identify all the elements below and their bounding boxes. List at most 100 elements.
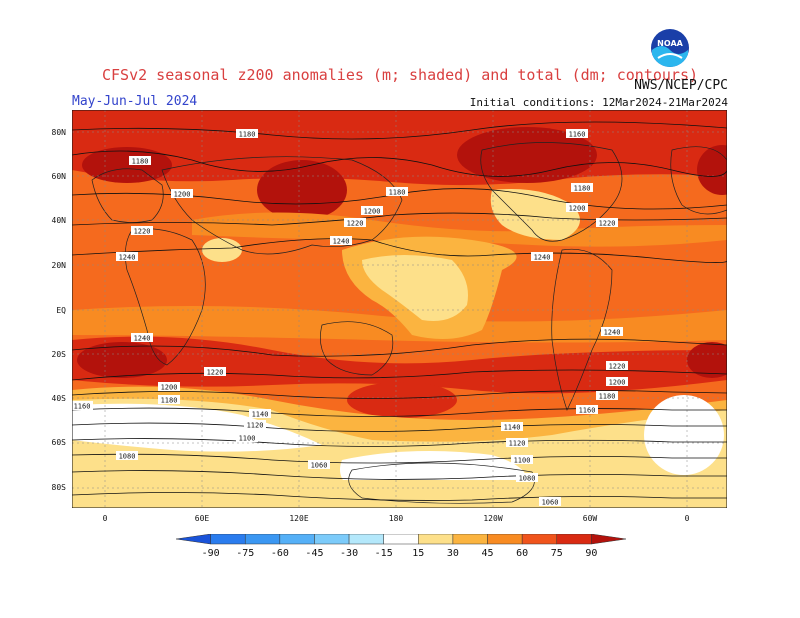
svg-text:1220: 1220	[347, 220, 364, 228]
contour-label: 1180	[129, 156, 151, 166]
europe-east-outline	[670, 146, 727, 215]
contour-label: 1200	[361, 206, 383, 216]
colorbar-tick-label: 60	[516, 548, 529, 559]
lon-label: 0	[684, 514, 690, 523]
contour-label: 1160	[566, 129, 588, 139]
lat-label: 80N	[51, 128, 66, 137]
lat-label: 80S	[51, 483, 66, 492]
colorbar	[176, 534, 626, 545]
contour-label: 1080	[116, 451, 138, 461]
colorbar-tick-label: 30	[446, 548, 459, 559]
svg-text:1080: 1080	[119, 453, 136, 461]
colorbar-swatch	[383, 534, 419, 545]
svg-text:1080: 1080	[519, 475, 536, 483]
antarctica-outline	[348, 462, 535, 504]
lat-label: 60N	[51, 172, 66, 181]
contour-label: 1220	[131, 226, 153, 236]
colorbar-tick-label: 90	[585, 548, 598, 559]
svg-text:1120: 1120	[247, 422, 264, 430]
colorbar-tick-label: 45	[481, 548, 494, 559]
colorbar-tick-label: -45	[305, 548, 324, 559]
svg-text:1100: 1100	[514, 457, 531, 465]
season-label: May-Jun-Jul 2024	[72, 94, 198, 109]
svg-text:1180: 1180	[599, 393, 616, 401]
australia-outline	[320, 321, 394, 376]
contour-label: 1180	[596, 391, 618, 401]
contour-label: 1120	[506, 438, 528, 448]
anomaly-neutral-region	[644, 395, 724, 475]
contour-label: 1240	[116, 252, 138, 262]
contour-label: 1200	[158, 382, 180, 392]
south-america-outline	[551, 248, 613, 411]
svg-text:1180: 1180	[389, 189, 406, 197]
svg-text:1160: 1160	[579, 407, 596, 415]
lat-label: 20S	[51, 350, 66, 359]
anomaly-core	[687, 342, 727, 378]
svg-text:1240: 1240	[604, 329, 621, 337]
noaa-logo: NOAA	[651, 29, 689, 67]
contour-label: 1140	[249, 409, 271, 419]
lat-label: 20N	[51, 261, 66, 270]
colorbar-tick-label: -90	[201, 548, 220, 559]
contour-label: 1180	[158, 395, 180, 405]
svg-text:1200: 1200	[174, 191, 191, 199]
svg-text:1220: 1220	[134, 228, 151, 236]
contour-label: 1240	[131, 333, 153, 343]
height-contours	[72, 121, 727, 501]
colorbar-swatch	[176, 534, 211, 545]
contour-labels: 1180118012001220124012201200118011601180…	[72, 129, 628, 507]
contour-label: 1060	[308, 460, 330, 470]
colorbar-swatch	[452, 534, 488, 545]
svg-text:1180: 1180	[574, 185, 591, 193]
svg-text:1160: 1160	[74, 403, 91, 411]
contour-label: 1140	[501, 422, 523, 432]
svg-text:1140: 1140	[252, 411, 269, 419]
svg-text:1220: 1220	[207, 369, 224, 377]
svg-text:1180: 1180	[161, 397, 178, 405]
colorbar-tick-label: 15	[412, 548, 425, 559]
contour-label: 1200	[566, 203, 588, 213]
contour-label: 1160	[72, 401, 93, 411]
contour-label: 1120	[244, 420, 266, 430]
anomaly-core	[457, 127, 597, 183]
contour-label: 1100	[236, 433, 258, 443]
colorbar-swatch	[348, 534, 384, 545]
svg-text:1120: 1120	[509, 440, 526, 448]
svg-text:1200: 1200	[569, 205, 586, 213]
lon-label: 180	[388, 514, 404, 523]
svg-text:1060: 1060	[542, 499, 559, 507]
contour-label: 1200	[606, 377, 628, 387]
svg-text:1160: 1160	[569, 131, 586, 139]
contour-label: 1160	[576, 405, 598, 415]
contour-label: 1200	[171, 189, 193, 199]
anomaly-south-band	[72, 336, 727, 394]
anomaly-core	[257, 160, 347, 220]
colorbar-swatch	[210, 534, 246, 545]
svg-text:1100: 1100	[239, 435, 256, 443]
svg-text:1200: 1200	[161, 384, 178, 392]
contour-label: 1240	[531, 252, 553, 262]
colorbar-swatch	[591, 534, 626, 545]
colorbar-swatch	[314, 534, 350, 545]
anomaly-neutral-region	[72, 403, 322, 452]
contour-label: 1060	[539, 497, 561, 507]
svg-text:1200: 1200	[609, 379, 626, 387]
chart-title: CFSv2 seasonal z200 anomalies (m; shaded…	[101, 66, 699, 84]
contour-label: 1180	[386, 187, 408, 197]
svg-text:1200: 1200	[364, 208, 381, 216]
svg-text:1240: 1240	[119, 254, 136, 262]
contour-label: 1180	[571, 183, 593, 193]
colorbar-swatch	[521, 534, 558, 545]
svg-text:1220: 1220	[609, 363, 626, 371]
lat-label: EQ	[56, 306, 66, 315]
svg-text:1060: 1060	[311, 462, 328, 470]
anomaly-core	[77, 342, 167, 378]
lon-label: 120E	[289, 514, 309, 523]
svg-text:1180: 1180	[239, 131, 256, 139]
lat-label: 60S	[51, 438, 66, 447]
contour-label: 1180	[236, 129, 258, 139]
contour-label: 1100	[511, 455, 533, 465]
colorbar-tick-label: 75	[550, 548, 563, 559]
svg-text:1240: 1240	[534, 254, 551, 262]
svg-text:1140: 1140	[504, 424, 521, 432]
